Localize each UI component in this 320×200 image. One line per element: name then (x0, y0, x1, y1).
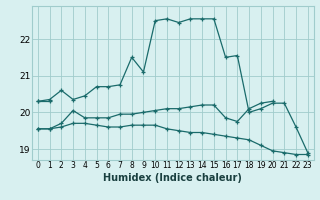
X-axis label: Humidex (Indice chaleur): Humidex (Indice chaleur) (103, 173, 242, 183)
